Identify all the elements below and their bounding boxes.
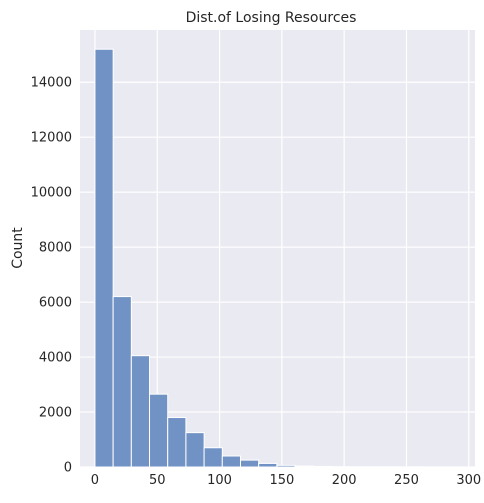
y-tick-label: 8000 bbox=[39, 241, 72, 256]
histogram-bar bbox=[203, 447, 223, 468]
x-tick-label: 150 bbox=[269, 473, 294, 488]
y-tick-label: 12000 bbox=[31, 131, 72, 146]
histogram-bar bbox=[167, 417, 187, 468]
y-axis-ticks: 0 2000 4000 6000 8000 10000 12000 14000 bbox=[31, 76, 72, 476]
histogram-bar bbox=[112, 296, 132, 468]
x-tick-label: 200 bbox=[332, 473, 357, 488]
histogram-bars bbox=[94, 48, 460, 468]
y-tick-label: 10000 bbox=[31, 186, 72, 201]
histogram-bar bbox=[276, 464, 296, 468]
histogram-bar bbox=[294, 465, 314, 468]
y-tick-label: 0 bbox=[64, 461, 72, 476]
histogram-bar bbox=[149, 393, 169, 468]
histogram-bar bbox=[185, 432, 205, 468]
y-axis-label: Count bbox=[10, 227, 26, 269]
y-tick-label: 14000 bbox=[31, 76, 72, 91]
histogram-bar bbox=[258, 462, 278, 468]
x-tick-label: 0 bbox=[91, 473, 99, 488]
histogram-bar bbox=[239, 459, 260, 468]
y-tick-label: 2000 bbox=[39, 406, 72, 421]
histogram-bar bbox=[94, 48, 114, 468]
histogram-bar bbox=[130, 355, 151, 468]
x-tick-label: 50 bbox=[149, 473, 166, 488]
histogram-bar bbox=[221, 455, 241, 468]
y-tick-label: 4000 bbox=[39, 351, 72, 366]
histogram-bar bbox=[312, 465, 332, 468]
chart-title: Dist.of Losing Resources bbox=[186, 10, 357, 26]
x-tick-label: 300 bbox=[456, 473, 481, 488]
x-axis-ticks: 0 50 100 150 200 250 300 bbox=[91, 473, 481, 488]
x-tick-label: 100 bbox=[207, 473, 232, 488]
y-tick-label: 6000 bbox=[39, 296, 72, 311]
x-tick-label: 250 bbox=[394, 473, 419, 488]
